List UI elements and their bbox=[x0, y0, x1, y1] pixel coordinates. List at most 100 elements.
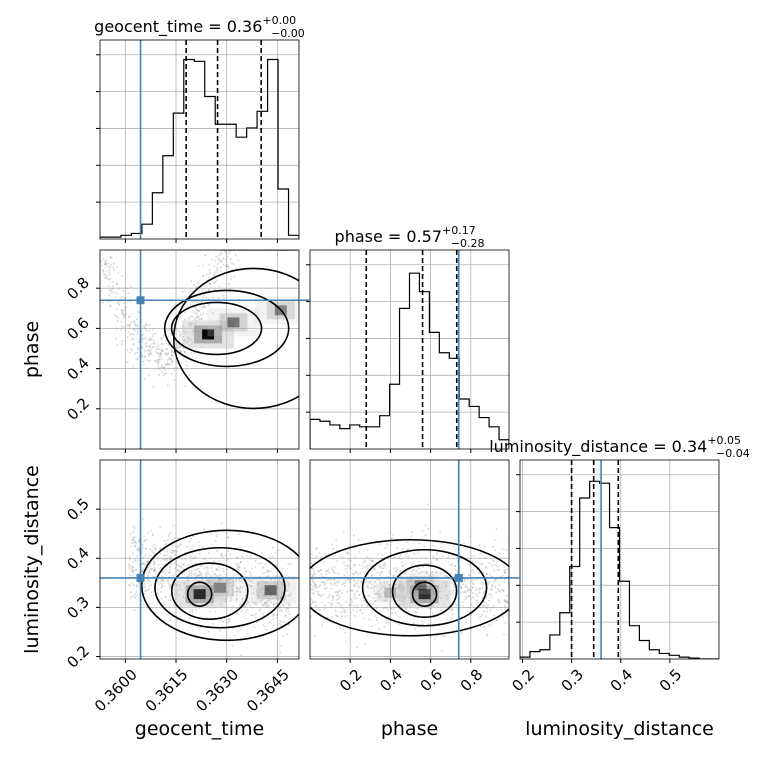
sample-point bbox=[205, 575, 208, 578]
sample-point bbox=[172, 368, 175, 371]
sample-point bbox=[216, 271, 219, 274]
density-shade bbox=[364, 578, 417, 607]
sample-point bbox=[468, 587, 471, 590]
contour-line bbox=[170, 301, 263, 356]
sample-point bbox=[220, 602, 223, 605]
sample-point bbox=[320, 624, 323, 627]
sample-point bbox=[169, 358, 172, 361]
sample-point bbox=[133, 343, 136, 346]
sample-point bbox=[169, 555, 172, 558]
sample-point bbox=[219, 574, 222, 577]
sample-point bbox=[184, 311, 187, 314]
scatter-panel-geocent_time-vs-phase bbox=[90, 249, 305, 453]
density-geocent_time-phase bbox=[90, 249, 305, 449]
sample-point bbox=[207, 263, 210, 266]
sample-point bbox=[238, 533, 241, 536]
sample-point bbox=[168, 571, 171, 574]
sample-point bbox=[130, 545, 133, 548]
sample-point bbox=[451, 590, 454, 593]
sample-point bbox=[195, 308, 198, 311]
sample-point bbox=[137, 348, 140, 351]
sample-point bbox=[181, 558, 184, 561]
sample-point bbox=[239, 587, 242, 590]
sample-point bbox=[149, 602, 152, 605]
sample-point bbox=[220, 522, 223, 525]
sample-point bbox=[193, 573, 196, 576]
sample-point bbox=[158, 355, 161, 358]
sample-point bbox=[135, 590, 138, 593]
sample-point bbox=[251, 600, 254, 603]
sample-point bbox=[90, 299, 92, 301]
sample-point bbox=[132, 343, 135, 346]
sample-point bbox=[427, 527, 430, 530]
sample-point bbox=[213, 560, 216, 563]
sample-point bbox=[161, 575, 164, 578]
sample-point bbox=[479, 587, 482, 590]
sample-point bbox=[221, 556, 224, 559]
sample-point bbox=[379, 566, 382, 569]
sample-point bbox=[131, 595, 134, 598]
sample-point bbox=[352, 579, 355, 582]
sample-point bbox=[161, 342, 164, 345]
sample-point bbox=[131, 539, 134, 542]
sample-point bbox=[411, 531, 414, 534]
sample-point bbox=[108, 272, 111, 275]
sample-point bbox=[159, 356, 162, 359]
sample-point bbox=[264, 602, 267, 605]
sample-point bbox=[227, 618, 230, 621]
sample-point bbox=[192, 330, 195, 333]
sample-point bbox=[180, 569, 183, 572]
sample-point bbox=[327, 596, 330, 599]
sample-point bbox=[216, 568, 219, 571]
sample-point bbox=[154, 570, 157, 573]
sample-point bbox=[229, 258, 232, 261]
sample-point bbox=[201, 546, 204, 549]
sample-point bbox=[236, 590, 239, 593]
sample-point bbox=[143, 585, 146, 588]
sample-point bbox=[430, 607, 433, 610]
sample-point bbox=[94, 249, 96, 251]
sample-point bbox=[303, 249, 305, 251]
sample-point bbox=[90, 249, 92, 251]
sample-point bbox=[91, 252, 93, 254]
sample-point bbox=[385, 619, 388, 622]
sample-point bbox=[384, 563, 387, 566]
sample-point bbox=[172, 351, 175, 354]
sample-point bbox=[311, 567, 314, 570]
sample-point bbox=[169, 583, 172, 586]
sample-point bbox=[185, 364, 188, 367]
sample-point bbox=[317, 594, 320, 597]
sample-point bbox=[445, 598, 448, 601]
sample-point bbox=[384, 606, 387, 609]
sample-point bbox=[168, 357, 171, 360]
sample-point bbox=[349, 611, 352, 614]
sample-point bbox=[398, 603, 401, 606]
sample-point bbox=[144, 356, 147, 359]
sample-point bbox=[363, 560, 366, 563]
sample-point bbox=[267, 570, 270, 573]
sample-point bbox=[194, 323, 197, 326]
sample-point bbox=[200, 602, 203, 605]
sample-point bbox=[253, 625, 256, 628]
sample-point bbox=[146, 560, 149, 563]
sample-point bbox=[259, 599, 262, 602]
sample-point bbox=[355, 646, 358, 649]
sample-point bbox=[452, 583, 455, 586]
sample-point bbox=[198, 540, 201, 543]
sample-point bbox=[199, 571, 202, 574]
sample-point bbox=[170, 359, 173, 362]
sample-point bbox=[94, 254, 96, 256]
sample-point bbox=[170, 544, 173, 547]
sample-point bbox=[351, 590, 354, 593]
sample-point bbox=[403, 601, 406, 604]
sample-point bbox=[148, 330, 151, 333]
sample-point bbox=[400, 580, 403, 583]
sample-point bbox=[130, 567, 133, 570]
sample-point bbox=[142, 360, 145, 363]
sample-point bbox=[163, 366, 166, 369]
sample-point bbox=[246, 600, 249, 603]
sample-point bbox=[377, 593, 380, 596]
sample-point bbox=[330, 584, 333, 587]
sample-point bbox=[468, 573, 471, 576]
sample-point bbox=[132, 584, 135, 587]
